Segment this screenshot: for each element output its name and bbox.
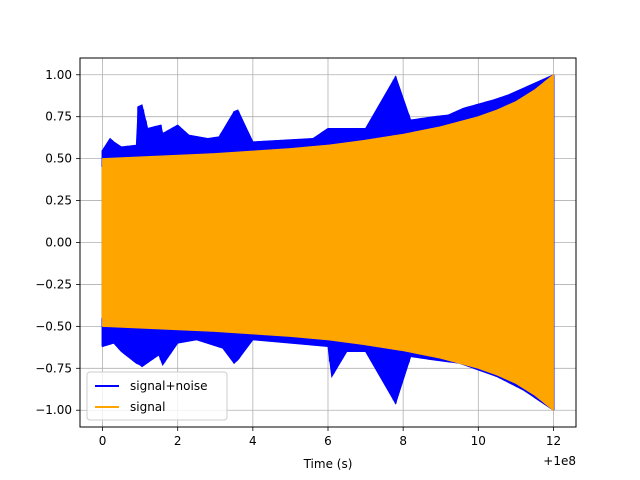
x-tick-label: 12 [546, 434, 561, 448]
plot-series [101, 73, 555, 412]
legend: signal+noise signal [86, 371, 228, 421]
legend-label-signal: signal [130, 400, 166, 414]
x-tick-label: 4 [249, 434, 257, 448]
legend-box [86, 371, 228, 421]
x-axis-ticks: 0 2 4 6 8 10 12 [99, 427, 561, 448]
x-axis-label: Time (s) [303, 457, 353, 471]
x-tick-label: 6 [324, 434, 332, 448]
x-tick-label: 2 [174, 434, 182, 448]
y-tick-label: 0.25 [45, 194, 72, 208]
y-axis-ticks: −1.00 −0.75 −0.50 −0.25 0.00 0.25 0.50 0.75 1.00 [35, 68, 80, 417]
y-tick-label: −0.50 [35, 319, 72, 333]
y-tick-label: 0.00 [45, 236, 72, 250]
x-axis-offset-label: +1e8 [543, 454, 576, 468]
y-tick-label: −1.00 [35, 403, 72, 417]
x-tick-label: 8 [399, 434, 407, 448]
x-tick-label: 10 [471, 434, 486, 448]
x-tick-label: 0 [99, 434, 107, 448]
y-tick-label: 1.00 [45, 68, 72, 82]
legend-label-signal-noise: signal+noise [130, 379, 207, 393]
y-tick-label: 0.75 [45, 110, 72, 124]
series-signal-band [102, 73, 554, 412]
y-tick-label: −0.75 [35, 361, 72, 375]
y-tick-label: 0.50 [45, 152, 72, 166]
y-tick-label: −0.25 [35, 277, 72, 291]
